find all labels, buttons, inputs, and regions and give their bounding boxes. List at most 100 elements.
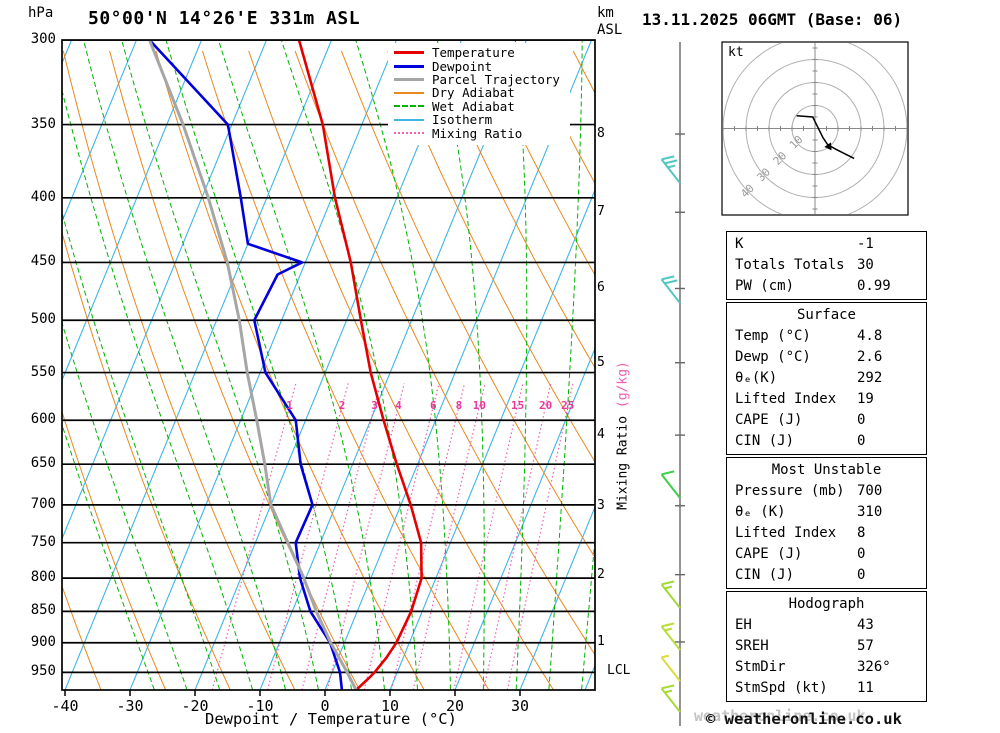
stat-row: Lifted Index 8 [727, 523, 926, 544]
isotherm-line [64, 40, 333, 690]
legend-item: Dewpoint [394, 58, 560, 74]
mixing-ratio-line [483, 383, 552, 690]
stat-value: 8 [857, 525, 866, 541]
stat-value: 700 [857, 483, 883, 499]
dry-adiabat-line [155, 50, 425, 690]
stat-label: PW (cm) [735, 278, 795, 294]
legend-label: Wet Adiabat [432, 98, 515, 114]
mixing-ratio-value-label: 1 [286, 399, 293, 413]
copyright-text: © weatheronline.co.uk [706, 710, 902, 728]
legend-swatch [394, 91, 424, 94]
stat-value: 0 [857, 433, 866, 449]
stat-row: StmDir 326° [727, 657, 926, 678]
stat-label: SREH [735, 638, 769, 654]
mixing-ratio-line [412, 383, 486, 690]
isotherm-line [454, 347, 595, 690]
stats-box-header: Hodograph [788, 596, 865, 612]
wind-barb [660, 470, 681, 499]
stat-label: K [735, 236, 744, 252]
km-axis-unit-line1: km [597, 5, 614, 21]
wet-adiabat-line [62, 88, 253, 690]
dry-adiabat-line [109, 50, 361, 690]
dry-adiabat-line [62, 50, 296, 690]
datetime-title: 13.11.2025 06GMT (Base: 06) [642, 10, 903, 29]
legend-swatch [394, 132, 424, 135]
legend-label: Dewpoint [432, 58, 493, 74]
wet-adiabat-line [62, 321, 188, 690]
legend-item: Dry Adiabat [394, 85, 560, 101]
stat-value: 4.8 [857, 328, 883, 344]
temp-tick-label: -40 [51, 697, 79, 715]
stat-row: CIN (J) 0 [727, 565, 926, 586]
legend-item: Temperature [394, 45, 560, 60]
plot-area [0, 40, 595, 690]
legend-item: Wet Adiabat [394, 98, 560, 114]
stat-label: CIN (J) [735, 433, 795, 449]
dewpoint-curve [148, 40, 344, 690]
stat-value: -1 [857, 236, 874, 252]
stat-label: θₑ (K) [735, 504, 786, 520]
mixing-ratio-value-label: 25 [561, 399, 575, 413]
legend-item: Parcel Trajectory [394, 72, 560, 87]
km-tick-label: 5 [597, 354, 605, 370]
km-tick-label: 8 [597, 125, 605, 141]
mixing-ratio-line [301, 383, 382, 690]
mixing-ratio-line [506, 383, 574, 690]
mixing-ratio-line [267, 383, 349, 690]
stat-row: Temp (°C) 4.8 [727, 326, 926, 347]
stat-label: Temp (°C) [735, 328, 811, 344]
km-tick-label: 1 [597, 633, 605, 649]
stat-label: CIN (J) [735, 567, 795, 583]
pressure-tick-label: 350 [30, 115, 56, 132]
stats-box: Most Unstable Pressure (mb) 700 θₑ (K) 310 Li… [726, 457, 927, 589]
mixing-ratio-value-label: 20 [538, 399, 553, 413]
temp-tick-label: -30 [116, 697, 144, 715]
stat-row: θₑ(K) 292 [727, 368, 926, 389]
temp-tick-label: 0 [320, 697, 330, 715]
lcl-label: LCL [607, 663, 631, 678]
stat-value: 43 [857, 617, 874, 633]
mixing-ratio-value-label: 8 [455, 399, 463, 413]
stat-value: 326° [857, 659, 891, 675]
stat-label: Dewp (°C) [735, 349, 811, 365]
stat-label: Lifted Index [735, 391, 837, 407]
km-tick-label: 3 [597, 497, 605, 513]
legend-label: Dry Adiabat [432, 85, 515, 101]
stat-label: θₑ(K) [735, 370, 778, 386]
wet-adiabat-line [436, 40, 485, 690]
stat-value: 0 [857, 412, 866, 428]
legend-swatch [394, 105, 424, 108]
isotherm-line [0, 40, 7, 690]
dry-adiabat-line [480, 50, 595, 277]
temp-tick-label: -10 [246, 697, 274, 715]
dry-adiabat-line [201, 50, 490, 690]
dry-adiabat-line [340, 50, 595, 559]
temperature-curve [297, 40, 423, 690]
wet-adiabat-line [165, 40, 352, 690]
isotherm-line [519, 505, 595, 690]
pressure-tick-label: 800 [30, 569, 56, 586]
plot-frame [61, 39, 596, 691]
wind-barb [660, 580, 681, 609]
mixing-ratio-value-label: 10 [472, 399, 486, 413]
stat-row: Lifted Index 19 [727, 389, 926, 410]
temp-tick-label: 10 [380, 697, 400, 715]
page-title: 50°00'N 14°26'E 331m ASL [88, 8, 361, 29]
pressure-axis-unit: hPa [28, 5, 54, 21]
wet-adiabat-line [355, 40, 451, 690]
dry-adiabat-line [387, 50, 595, 463]
isotherm-line [62, 40, 138, 224]
legend: Temperature Dewpoint Parcel Trajectory Dry … [388, 43, 570, 145]
legend-swatch [394, 51, 424, 55]
stat-value: 292 [857, 370, 883, 386]
legend-label: Mixing Ratio [432, 125, 523, 141]
hodograph-arrow [824, 142, 832, 151]
parcel-trajectory-curve [148, 40, 358, 690]
pressure-tick-label: 950 [30, 663, 56, 680]
stat-row: Totals Totals 30 [727, 255, 926, 276]
wet-adiabat-line [83, 40, 286, 690]
stat-value: 0.99 [857, 278, 891, 294]
pressure-tick-label: 300 [30, 31, 56, 47]
